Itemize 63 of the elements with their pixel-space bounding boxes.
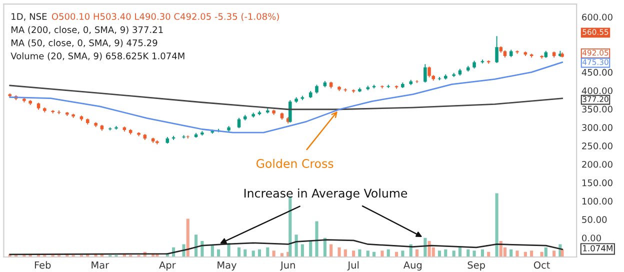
annotation: Volume (20, SMA, 9) 658.625K 1.074M <box>10 52 184 60</box>
text: 1.074M <box>583 245 612 252</box>
annotation: Golden Cross <box>256 158 334 168</box>
bar <box>252 250 255 257</box>
x-tick-label: Jul <box>347 261 359 270</box>
x-tick-label: Mar <box>92 261 110 269</box>
bar <box>380 250 384 257</box>
bar <box>186 218 190 257</box>
y-tick-label: 0.00 <box>582 234 601 242</box>
bar <box>210 246 214 257</box>
bar <box>194 234 198 257</box>
bar <box>552 250 556 257</box>
bar <box>294 234 298 257</box>
bar <box>452 250 456 257</box>
bar <box>288 196 292 257</box>
candlestick <box>386 84 390 89</box>
bar <box>560 249 564 257</box>
x-tick-label: Feb <box>34 261 51 269</box>
bar <box>428 241 431 257</box>
y-tick-label: 200.00 <box>582 160 612 168</box>
bar <box>472 250 476 257</box>
y-tick-label: 350.00 <box>582 106 612 113</box>
bar <box>309 241 312 257</box>
bar <box>272 250 276 257</box>
candlestick <box>108 126 112 131</box>
y-tick-label: 600.00 <box>582 14 612 21</box>
bar <box>237 247 241 257</box>
x-tick-label: Jun <box>280 261 295 270</box>
y-tick-label: 50.00 <box>582 216 607 224</box>
bar <box>300 244 304 257</box>
annotation: O500.10 H503.40 L490.30 C492.05 -5.35 (-1.08%) <box>52 12 279 21</box>
bar <box>438 250 442 257</box>
bar <box>266 247 270 257</box>
y-tick-label: 450.00 <box>582 68 612 76</box>
annotation: MA (200, close, 0, SMA, 9) 377.21 <box>12 26 163 34</box>
bar <box>352 250 356 257</box>
x-tick-label: May <box>218 261 236 271</box>
bar <box>358 249 362 257</box>
bar <box>330 244 333 257</box>
x-tick-label: Oct <box>534 261 550 269</box>
bar <box>315 221 318 257</box>
bar <box>544 247 548 257</box>
candlestick <box>182 134 186 139</box>
x-tick-label: Apr <box>159 261 176 271</box>
text: 1D, NSE <box>12 13 47 21</box>
y-tick-label: 250.00 <box>582 142 612 150</box>
candlestick <box>186 135 190 139</box>
bar <box>516 250 519 257</box>
x-tick-label: Aug <box>403 261 422 271</box>
bar <box>366 250 370 257</box>
bar <box>530 250 534 257</box>
bar <box>495 193 498 257</box>
bar <box>458 247 462 257</box>
y-tick-label: 300.00 <box>582 124 612 131</box>
x-tick-label: Sep <box>468 261 485 271</box>
annotation: Increase in Average Volume <box>244 188 408 200</box>
candlestick <box>380 84 384 89</box>
y-tick-label: 150.00 <box>582 179 612 186</box>
y-tick-label: 100.00 <box>582 198 612 205</box>
bar <box>338 247 341 257</box>
bar <box>401 250 404 257</box>
y-tick-label: 400.00 <box>582 87 612 94</box>
annotation: MA (50, close, 0, SMA, 9) 475.29 <box>12 39 158 48</box>
